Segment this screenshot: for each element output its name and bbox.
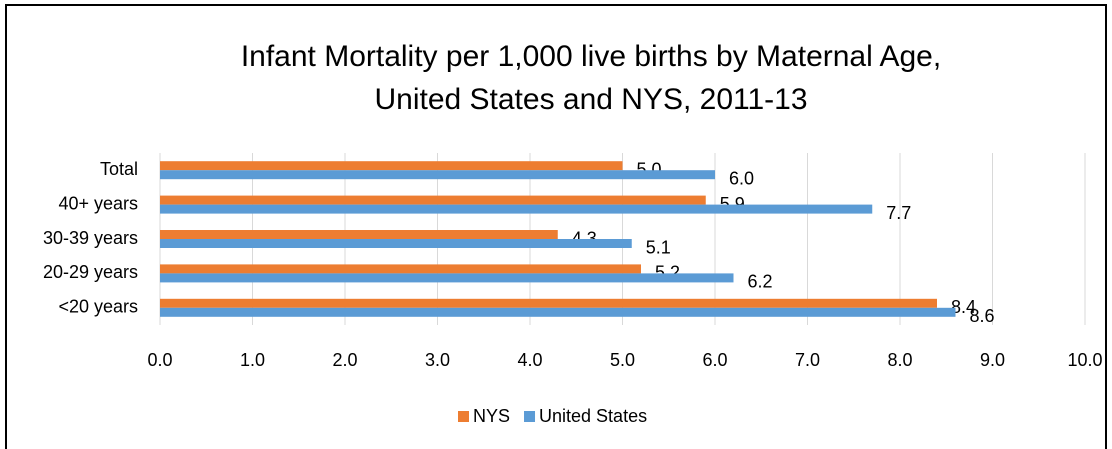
y-tick-label: 20-29 years: [43, 262, 138, 282]
bar: [160, 230, 558, 239]
bar: [160, 239, 632, 248]
data-label: 8.6: [970, 306, 995, 326]
legend-label: United States: [539, 406, 647, 426]
data-label: 5.1: [646, 237, 671, 257]
data-label: 8.4: [951, 297, 976, 317]
y-tick-label: Total: [100, 159, 138, 179]
chart-subtitle: United States and NYS, 2011-13: [374, 83, 807, 116]
bar: [160, 298, 937, 308]
y-tick-label: 30-39 years: [43, 228, 138, 248]
data-label: 6.2: [748, 272, 773, 292]
bar: [160, 307, 956, 317]
bar: [160, 264, 641, 274]
y-tick-label: <20 years: [58, 297, 138, 317]
legend-swatch: [524, 411, 536, 422]
x-tick-label: 2.0: [332, 350, 357, 370]
bar: [160, 161, 623, 171]
x-tick-label: 3.0: [425, 350, 450, 370]
x-tick-label: 10.0: [1067, 350, 1102, 370]
x-tick-label: 0.0: [147, 350, 172, 370]
bar: [160, 170, 715, 180]
x-tick-label: 7.0: [795, 350, 820, 370]
legend-label: NYS: [473, 406, 510, 426]
x-tick-label: 9.0: [980, 350, 1005, 370]
data-label: 6.0: [729, 168, 754, 188]
x-tick-label: 5.0: [610, 350, 635, 370]
data-label: 7.7: [886, 203, 911, 223]
x-tick-label: 4.0: [517, 350, 542, 370]
x-tick-label: 6.0: [702, 350, 727, 370]
bar: [160, 195, 706, 205]
frame: [5, 4, 1107, 449]
bar: [160, 204, 873, 214]
y-tick-label: 40+ years: [58, 193, 138, 213]
legend-swatch: [458, 411, 469, 422]
x-tick-label: 8.0: [887, 350, 912, 370]
chart-title: Infant Mortality per 1,000 live births b…: [241, 40, 941, 73]
bar: [160, 273, 734, 283]
x-tick-label: 1.0: [240, 350, 265, 370]
